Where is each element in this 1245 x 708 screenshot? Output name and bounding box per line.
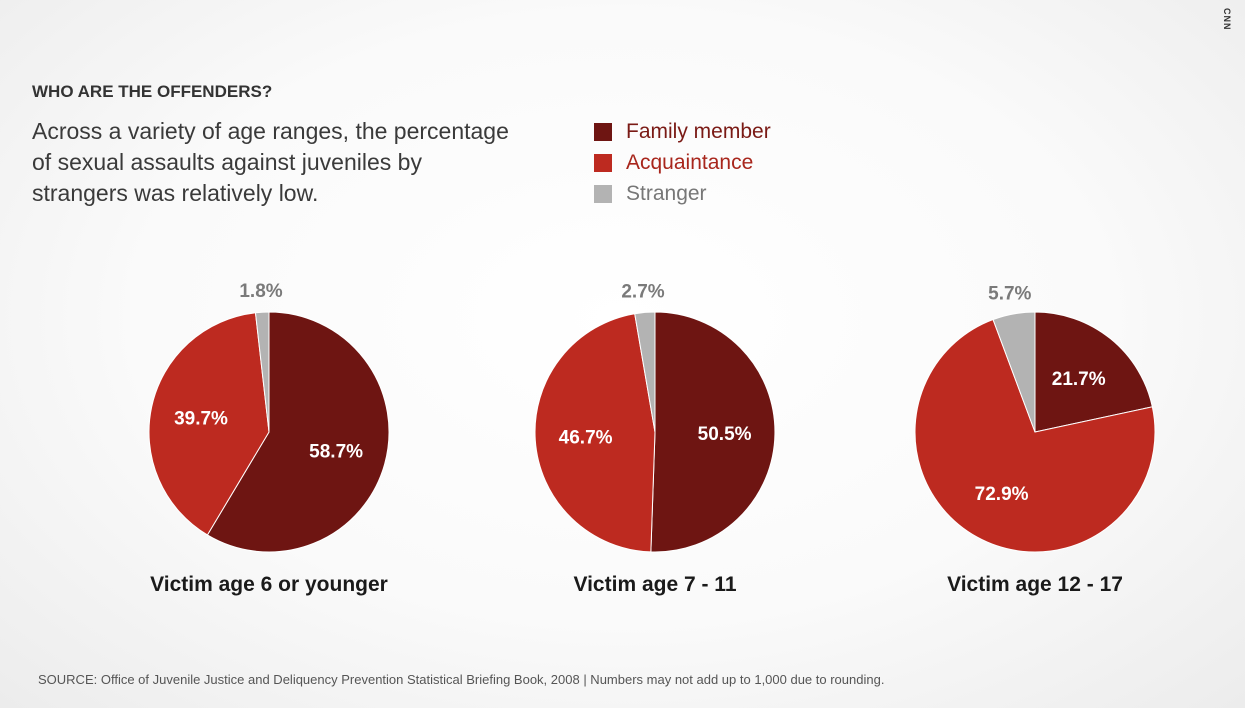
pie-charts: 58.7% 39.7% 1.8% Victim age 6 or younger 50.… xyxy=(148,281,1156,596)
pie-slice-stranger xyxy=(992,311,1036,433)
legend-label-acquaintance: Acquaintance xyxy=(626,150,754,174)
data-label-family-member: 50.5% xyxy=(698,424,752,445)
page-heading: WHO ARE THE OFFENDERS? xyxy=(32,82,273,101)
pie-chart-3: 21.7% 72.9% 5.7% Victim age 12 - 17 xyxy=(914,283,1156,596)
legend-item-stranger: Stranger xyxy=(594,178,771,209)
source-note: SOURCE: Office of Juvenile Justice and D… xyxy=(38,672,885,687)
brand-logo: CNN xyxy=(1222,8,1232,31)
data-label-family-member: 58.7% xyxy=(309,442,363,463)
page-description: Across a variety of age ranges, the perc… xyxy=(32,118,509,206)
pie-slice-family-member xyxy=(650,311,776,553)
pie-slice-stranger xyxy=(254,311,270,433)
legend-swatch-family-member xyxy=(594,122,612,141)
data-label-acquaintance: 39.7% xyxy=(174,408,228,429)
data-label-acquaintance: 72.9% xyxy=(975,484,1029,505)
pie-slice-stranger xyxy=(634,311,656,433)
legend-swatch-acquaintance xyxy=(594,153,612,172)
data-label-acquaintance: 46.7% xyxy=(559,428,613,449)
pie-chart-2: 50.5% 46.7% 2.7% Victim age 7 - 11 xyxy=(534,282,776,596)
legend-item-acquaintance: Acquaintance xyxy=(594,147,771,178)
pie-slice-family-member xyxy=(1034,311,1153,433)
legend-swatch-stranger xyxy=(594,184,612,203)
data-label-stranger: 1.8% xyxy=(239,281,282,302)
chart-title-1: Victim age 6 or younger xyxy=(150,573,388,596)
legend-label-family-member: Family member xyxy=(626,119,771,143)
data-label-stranger: 2.7% xyxy=(621,282,664,303)
pie-slice-acquaintance xyxy=(148,312,270,536)
chart-legend: Family member Acquaintance Stranger xyxy=(594,116,771,209)
legend-item-family-member: Family member xyxy=(594,116,771,147)
chart-title-3: Victim age 12 - 17 xyxy=(947,573,1123,596)
chart-title-2: Victim age 7 - 11 xyxy=(573,573,736,596)
pie-slice-family-member xyxy=(206,311,390,553)
pie-slice-acquaintance xyxy=(534,313,656,553)
legend-label-stranger: Stranger xyxy=(626,181,707,205)
pie-slice-acquaintance xyxy=(914,318,1156,553)
data-label-stranger: 5.7% xyxy=(988,283,1031,304)
data-label-family-member: 21.7% xyxy=(1052,369,1106,390)
pie-chart-1: 58.7% 39.7% 1.8% Victim age 6 or younger xyxy=(148,281,390,596)
